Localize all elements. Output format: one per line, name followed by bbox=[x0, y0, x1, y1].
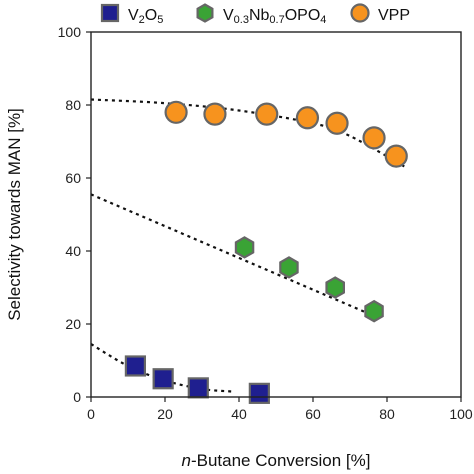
y-axis-label: Selectivity towards MAN [%] bbox=[5, 108, 24, 321]
data-point-hexagon bbox=[364, 299, 384, 323]
x-axis-label: n-Butane Conversion [%] bbox=[181, 451, 370, 470]
data-point-circle bbox=[203, 102, 227, 126]
x-tick-label: 60 bbox=[305, 406, 321, 422]
x-tick-label: 0 bbox=[87, 406, 95, 422]
x-tick-label: 40 bbox=[231, 406, 247, 422]
x-tick-label: 80 bbox=[379, 406, 395, 422]
legend-label: V2O5 bbox=[128, 7, 163, 26]
x-tick-label: 20 bbox=[157, 406, 173, 422]
fit-lines bbox=[90, 98, 407, 393]
data-point-circle bbox=[164, 100, 188, 124]
data-point-hexagon bbox=[234, 236, 255, 259]
legend-label: V0.3Nb0.7OPO4 bbox=[223, 7, 326, 26]
fit-line-2 bbox=[90, 98, 407, 169]
data-point-circle bbox=[362, 126, 386, 150]
legend: V2O5 V0.3Nb0.7OPO4 VPP bbox=[100, 3, 410, 26]
data-point-hexagon bbox=[279, 256, 299, 279]
y-tick-label: 20 bbox=[65, 316, 81, 332]
axes bbox=[90, 31, 462, 398]
data-point-circle bbox=[325, 111, 349, 135]
legend-label: VPP bbox=[378, 7, 410, 24]
legend-marker-hexagon bbox=[196, 3, 214, 23]
data-point-circle bbox=[295, 106, 320, 130]
fit-line-0 bbox=[90, 343, 232, 393]
y-tick-label: 80 bbox=[65, 97, 81, 113]
y-tick-label: 40 bbox=[65, 243, 81, 259]
y-tick-label: 100 bbox=[58, 24, 82, 40]
ticks: 0 20 40 60 80 100 0 20 40 60 80 100 bbox=[58, 24, 473, 422]
plot-frame bbox=[90, 31, 462, 398]
data-point-hexagon bbox=[325, 276, 345, 299]
legend-marker-square bbox=[100, 3, 120, 23]
y-tick-label: 0 bbox=[73, 389, 81, 405]
fit-line-1 bbox=[90, 193, 377, 318]
data-markers bbox=[124, 100, 408, 404]
data-point-square bbox=[152, 368, 174, 390]
data-point-square bbox=[248, 382, 270, 404]
x-axis-label-rest: -Butane Conversion [%] bbox=[191, 451, 371, 470]
x-axis-label-italic: n bbox=[181, 451, 190, 470]
data-point-circle bbox=[255, 102, 279, 126]
data-point-square bbox=[124, 355, 147, 377]
y-tick-label: 60 bbox=[65, 170, 81, 186]
data-point-circle bbox=[384, 144, 408, 168]
data-point-square bbox=[187, 377, 209, 399]
x-tick-label: 100 bbox=[449, 406, 473, 422]
legend-marker-circle bbox=[350, 3, 370, 23]
